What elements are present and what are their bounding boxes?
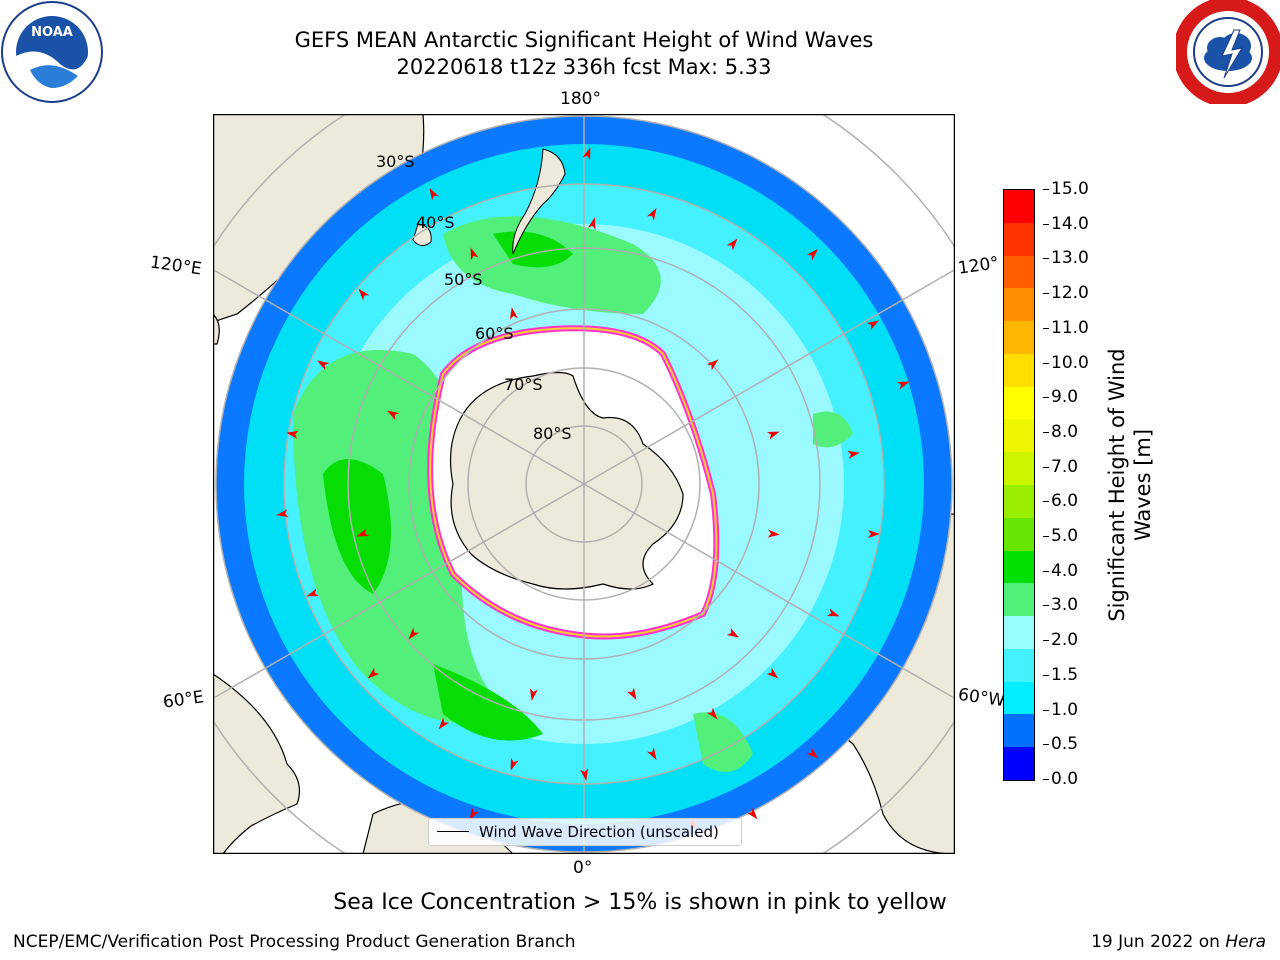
colorbar-tick-label: 8.0 bbox=[1043, 422, 1078, 442]
colorbar-segment bbox=[1004, 288, 1034, 322]
chart-title-line2: 20220618 t12z 336h fcst Max: 5.33 bbox=[396, 55, 772, 79]
map-legend: Wind Wave Direction (unscaled) bbox=[428, 818, 742, 846]
colorbar-tick-label: 12.0 bbox=[1043, 283, 1089, 303]
lat-label-60s: 60°S bbox=[475, 324, 514, 343]
colorbar-segment bbox=[1004, 222, 1034, 256]
lat-label-50s: 50°S bbox=[444, 270, 483, 289]
graticule bbox=[213, 114, 955, 854]
colorbar-title-line2: Waves [m] bbox=[1131, 428, 1155, 542]
lon-label-0: 0° bbox=[573, 858, 593, 878]
colorbar-segment bbox=[1004, 517, 1034, 551]
colorbar-tick-label: 6.0 bbox=[1043, 491, 1078, 511]
colorbar-tick-label: 10.0 bbox=[1043, 353, 1089, 373]
lon-label-120w: 120° bbox=[956, 253, 1001, 279]
national-weather-service-logo-icon bbox=[1176, 0, 1280, 104]
colorbar-tick-label: 0.5 bbox=[1043, 734, 1078, 754]
colorbar-segment bbox=[1004, 386, 1034, 420]
colorbar-tick-label: 15.0 bbox=[1043, 179, 1089, 199]
colorbar-tick-label: 4.0 bbox=[1043, 561, 1078, 581]
colorbar-ticks: 15.0 14.0 13.0 12.0 11.0 10.0 9.0 8.0 7.0 6.0 5.0 4… bbox=[1041, 179, 1101, 791]
colorbar-tick-label: 1.5 bbox=[1043, 665, 1078, 685]
colorbar-title-line1: Significant Height of Wind bbox=[1105, 348, 1129, 622]
svg-text:NOAA: NOAA bbox=[31, 25, 73, 40]
lon-label-120e: 120°E bbox=[148, 252, 203, 280]
colorbar-tick-label: 3.0 bbox=[1043, 595, 1078, 615]
colorbar-tick-label: 7.0 bbox=[1043, 457, 1078, 477]
colorbar-tick-label: 5.0 bbox=[1043, 526, 1078, 546]
legend-label: Wind Wave Direction (unscaled) bbox=[479, 823, 719, 841]
colorbar-title-wrap: Significant Height of Wind Waves [m] bbox=[1100, 335, 1160, 635]
colorbar-segment bbox=[1004, 714, 1034, 748]
footer-date-text: 19 Jun 2022 on bbox=[1091, 932, 1226, 952]
colorbar-segment bbox=[1004, 747, 1034, 780]
sea-ice-caption: Sea Ice Concentration > 15% is shown in … bbox=[333, 890, 947, 915]
colorbar-tick-label: 13.0 bbox=[1043, 248, 1089, 268]
noaa-logo-icon: NOAA bbox=[1, 1, 103, 103]
footer-date: 19 Jun 2022 on Hera bbox=[1091, 932, 1266, 952]
antarctica bbox=[449, 371, 684, 590]
colorbar-segment bbox=[1004, 583, 1034, 617]
colorbar-tick-label: 14.0 bbox=[1043, 214, 1089, 234]
lat-label-30s: 30°S bbox=[376, 152, 415, 171]
lon-label-180: 180° bbox=[560, 89, 601, 109]
colorbar-segment bbox=[1004, 648, 1034, 682]
colorbar-segment bbox=[1004, 189, 1034, 223]
colorbar-tick-label: 9.0 bbox=[1043, 387, 1078, 407]
colorbar-segment bbox=[1004, 550, 1034, 584]
footer-producer: NCEP/EMC/Verification Post Processing Pr… bbox=[13, 932, 576, 952]
colorbar-segment bbox=[1004, 321, 1034, 354]
lon-label-60e: 60°E bbox=[161, 687, 206, 713]
colorbar-tick-label: 0.0 bbox=[1043, 769, 1078, 789]
colorbar bbox=[1003, 189, 1035, 781]
colorbar-tick-label: 11.0 bbox=[1043, 318, 1089, 338]
colorbar-tick-label: 1.0 bbox=[1043, 700, 1078, 720]
polar-map bbox=[213, 114, 955, 854]
lat-label-70s: 70°S bbox=[504, 375, 543, 394]
colorbar-segment bbox=[1004, 681, 1034, 715]
footer-machine: Hera bbox=[1225, 932, 1266, 952]
lon-label-60w: 60°W bbox=[956, 684, 1007, 712]
colorbar-segment bbox=[1004, 452, 1034, 485]
legend-line-icon bbox=[437, 831, 469, 832]
colorbar-segment bbox=[1004, 255, 1034, 289]
colorbar-segment bbox=[1004, 353, 1034, 387]
lat-label-40s: 40°S bbox=[416, 213, 455, 232]
lat-label-80s: 80°S bbox=[533, 424, 572, 443]
colorbar-segment bbox=[1004, 484, 1034, 518]
colorbar-segment bbox=[1004, 616, 1034, 649]
chart-title-line1: GEFS MEAN Antarctic Significant Height o… bbox=[294, 28, 874, 52]
colorbar-segment bbox=[1004, 419, 1034, 453]
colorbar-tick-label: 2.0 bbox=[1043, 630, 1078, 650]
